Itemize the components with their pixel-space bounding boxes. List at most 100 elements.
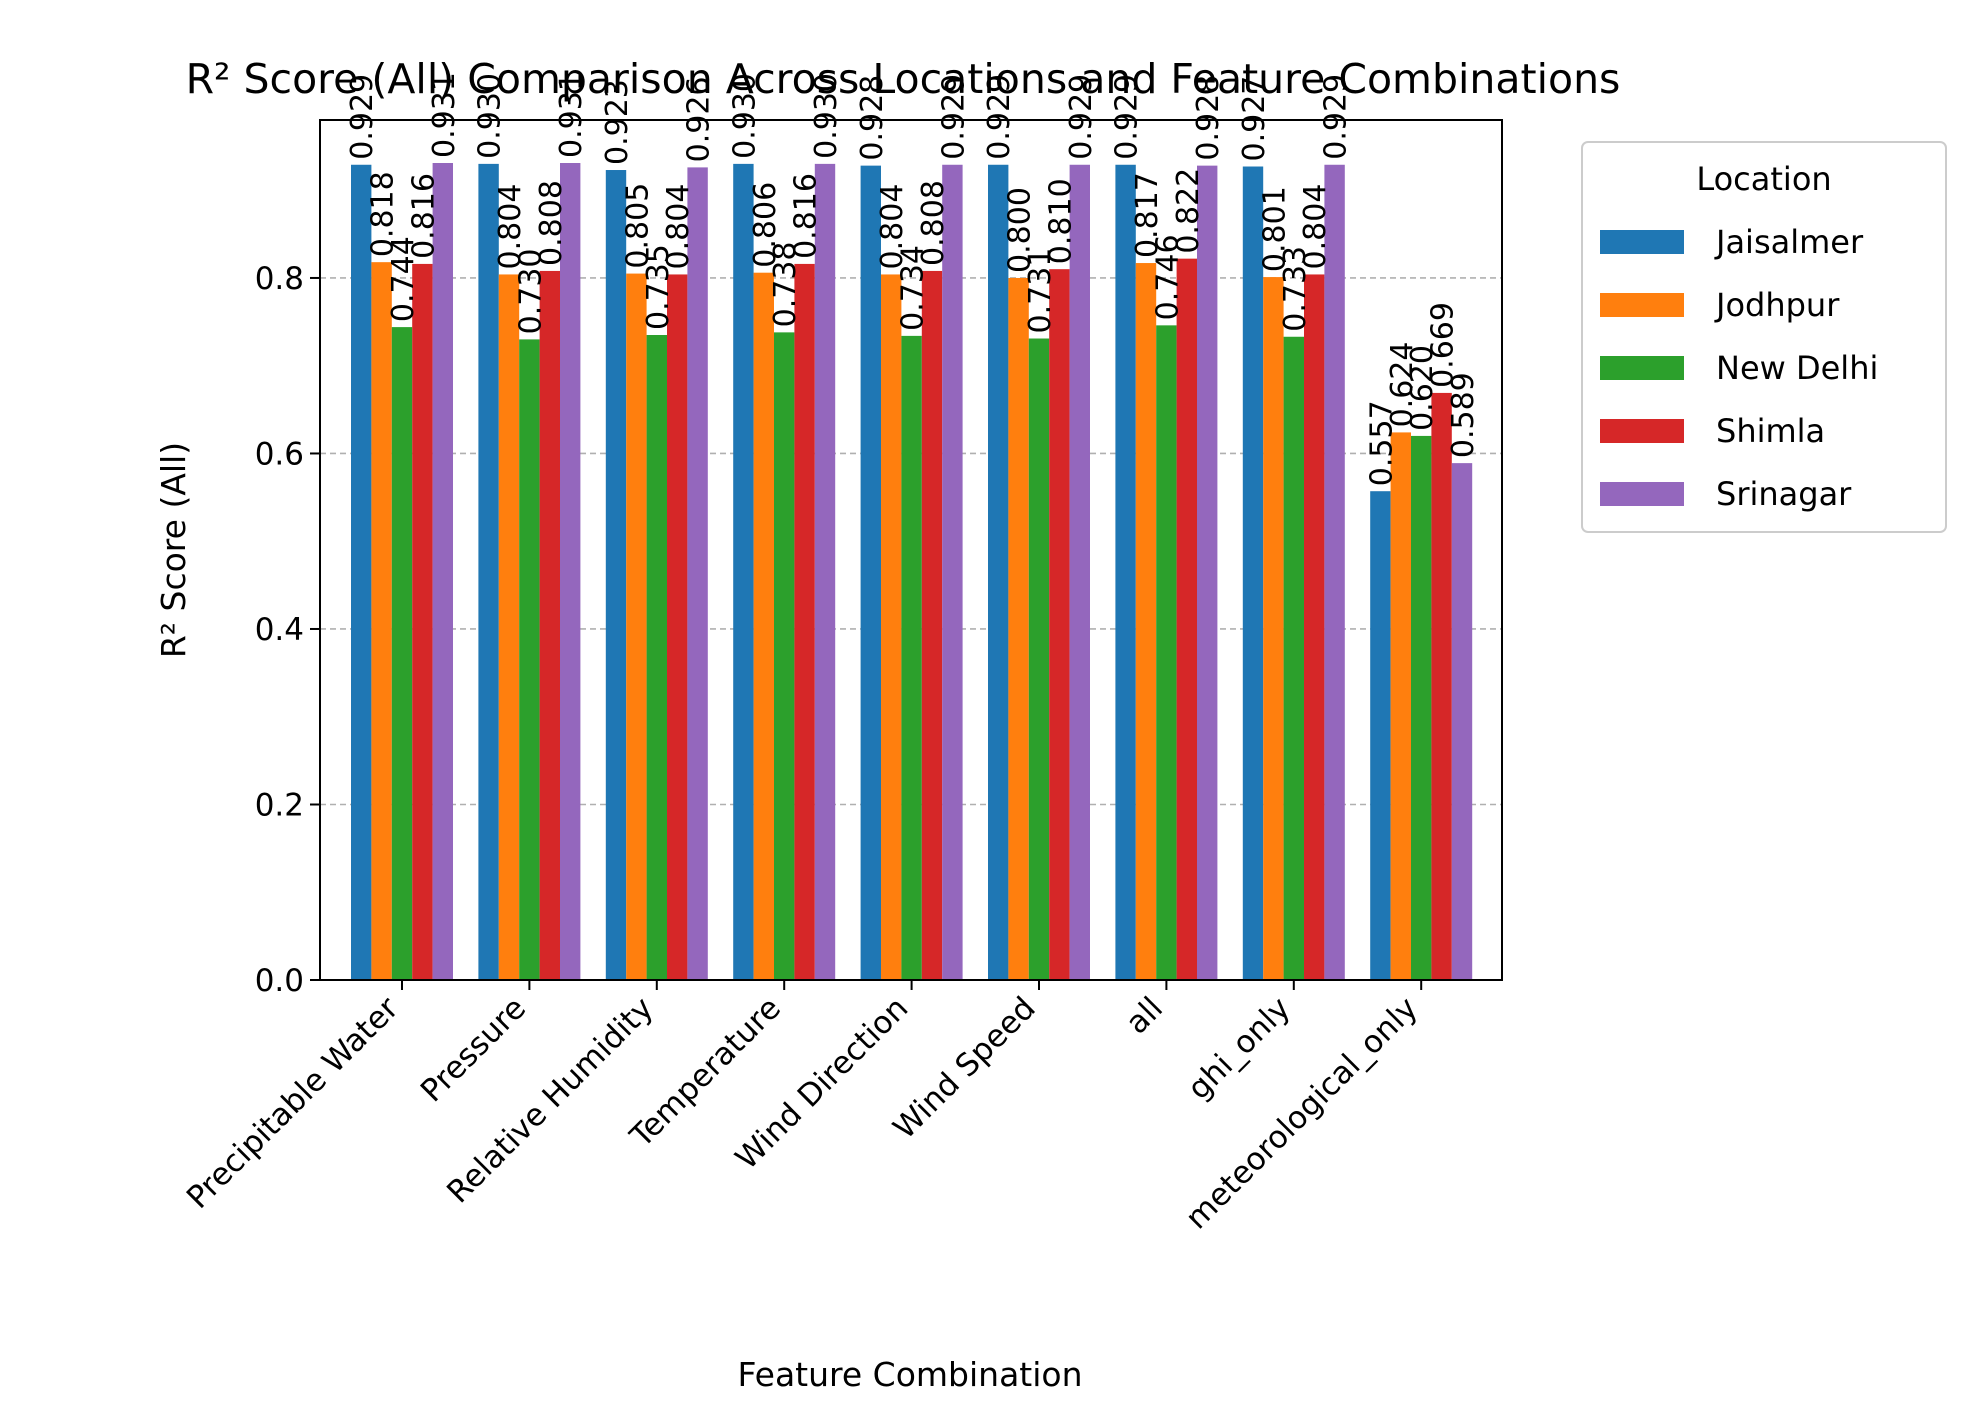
bar [814,163,836,980]
bar-value-label: 0.927 [1237,76,1272,162]
bar [626,273,647,981]
bar-value-label: 0.735 [641,244,676,330]
bar-value-label: 0.818 [366,171,401,257]
bar [753,272,774,981]
bar [1324,164,1345,980]
y-axis-label: R² Score (All) [154,442,193,658]
bar-value-label: 0.929 [936,74,971,160]
bar [1176,258,1197,980]
bar [1115,164,1136,980]
bar-value-label: 0.817 [1130,172,1165,258]
bar-value-label: 0.930 [727,73,762,159]
bar [1411,435,1432,981]
bar [1304,274,1325,980]
chart-title: R² Score (All) Comparison Across Locatio… [186,55,1621,103]
bar [774,332,795,981]
bar [560,163,581,980]
x-tick-label: all [1119,990,1170,1041]
bar-value-label: 0.930 [809,73,844,159]
bar [1069,164,1090,980]
bar-value-label: 0.557 [1364,400,1399,486]
bar-value-label: 0.816 [789,173,824,259]
bar [1197,165,1218,980]
bar [921,270,943,980]
legend-entry-label: Srinagar [1716,475,1852,513]
bar-value-label: 0.808 [916,180,951,266]
bar-value-label: 0.808 [534,180,569,266]
bar-value-label: 0.733 [1278,246,1313,332]
legend-swatch [1600,230,1684,254]
bar-value-label: 0.669 [1426,302,1461,388]
bar-value-label: 0.928 [1191,75,1226,161]
bar-value-label: 0.804 [493,184,528,270]
bar-value-label: 0.929 [345,74,380,160]
bar [988,164,1009,980]
legend-swatch [1600,419,1684,443]
legend: Location Jaisalmer Jodhpur New Delhi Shimla S… [1581,141,1947,533]
x-tick-label: ghi_only [1181,990,1298,1107]
legend-entry-label: New Delhi [1716,349,1878,387]
legend-entry-label: Jodhpur [1714,286,1840,324]
bar-value-label: 0.734 [896,245,931,331]
bar-value-label: 0.804 [661,184,696,270]
bar [794,263,815,981]
bar-value-label: 0.929 [1319,74,1354,160]
bar [860,165,881,980]
y-tick-label: 0.8 [255,261,304,297]
bar [539,270,560,980]
bar-value-label: 0.744 [386,236,421,322]
legend-entry-label: Shimla [1716,412,1825,450]
bar [432,163,453,980]
bar-value-label: 0.806 [748,182,783,268]
bar [371,262,392,980]
bar [942,164,963,980]
bar-value-label: 0.620 [1405,345,1440,431]
y-axis: 0.0 0.2 0.4 0.6 0.8 [255,261,320,999]
bar-value-label: 0.746 [1150,234,1185,320]
bar [1242,166,1264,981]
bar [351,164,372,980]
bar-value-label: 0.930 [473,73,508,159]
bar [412,263,433,981]
legend-title: Location [1696,160,1831,198]
bar [1263,277,1284,980]
bar-value-label: 0.931 [554,72,589,158]
bar-value-label: 0.929 [1110,74,1145,160]
bar-value-label: 0.923 [600,79,635,165]
bar-value-label: 0.731 [1023,248,1058,334]
bar [519,339,540,980]
bar [733,163,754,980]
x-tick-label: Precipitable Water [180,990,406,1216]
bar [391,327,413,980]
bar-value-label: 0.928 [855,75,890,161]
y-tick-label: 0.6 [255,436,304,472]
bar-value-label: 0.738 [768,241,803,327]
bar-value-label: 0.810 [1043,178,1078,264]
legend-swatch [1600,356,1684,380]
bar-value-label: 0.800 [1003,187,1038,273]
bar [1431,392,1452,981]
x-tick-label: Pressure [414,990,533,1109]
bar [1370,491,1391,980]
bar [1028,338,1050,980]
legend-box [1581,141,1947,533]
bar [1049,269,1070,980]
bar [687,167,708,980]
bar-value-label: 0.931 [427,72,462,158]
x-tick-label: meteorological_only [1179,990,1425,1236]
bars-group [351,163,1473,981]
bar [881,274,902,980]
bar-value-label: 0.816 [406,173,441,259]
y-tick-label: 0.4 [255,612,304,648]
bar [1451,463,1473,980]
bar [646,335,667,980]
legend-swatch [1600,482,1684,506]
legend-swatch [1600,293,1684,317]
bar-value-label: 0.804 [875,184,910,270]
bar [498,274,520,980]
bar-value-label: 0.929 [982,74,1017,160]
bar-value-label: 0.624 [1385,342,1420,428]
